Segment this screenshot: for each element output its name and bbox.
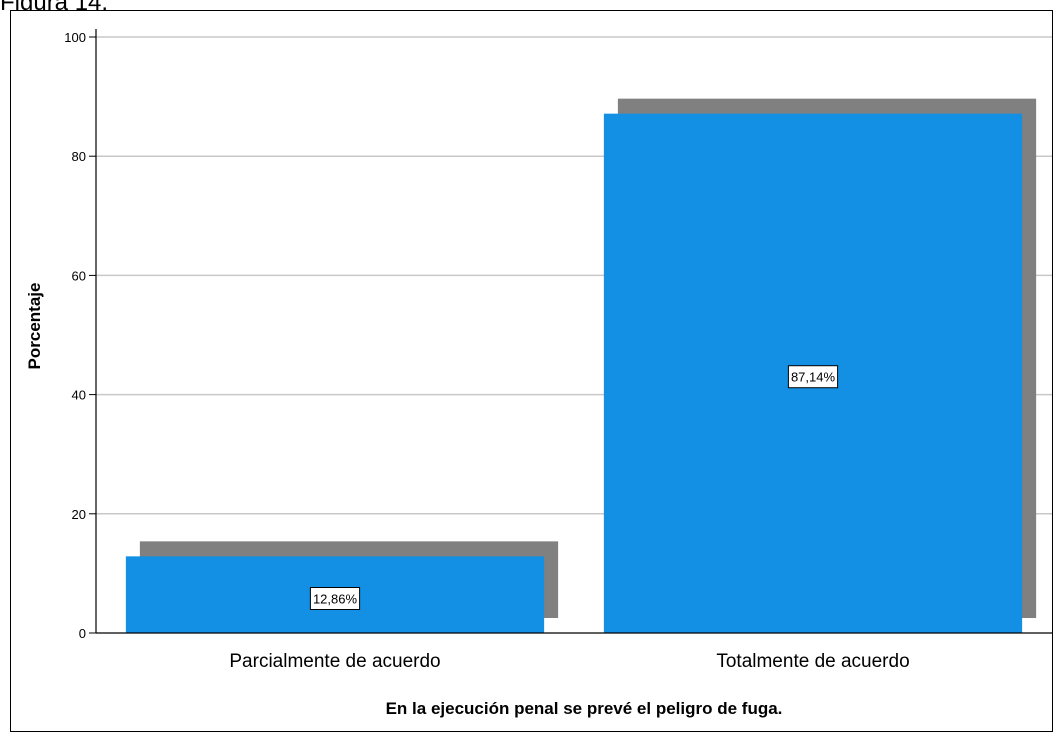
y-tick-label: 80 [72, 149, 86, 164]
x-category-labels: Parcialmente de acuerdo Totalmente de acu… [229, 651, 909, 672]
x-category-label: Totalmente de acuerdo [716, 651, 909, 672]
y-tick-label: 0 [79, 626, 86, 641]
y-axis-title: Porcentaje [25, 283, 44, 370]
y-tick-labels: 0 20 40 60 80 100 [64, 30, 96, 641]
data-label: 12,86% [313, 592, 358, 607]
data-label-box [787, 365, 839, 389]
x-axis-title: En la ejecución penal se prevé el peligr… [386, 699, 783, 718]
data-label: 87,14% [791, 370, 836, 385]
y-tick-label: 20 [72, 507, 86, 522]
y-tick-label: 100 [64, 30, 86, 45]
x-category-label: Parcialmente de acuerdo [229, 651, 440, 672]
data-label-box [309, 587, 361, 611]
bars: 12,86% 87,14% [125, 98, 1037, 633]
y-tick-label: 60 [72, 268, 86, 283]
y-tick-label: 40 [72, 388, 86, 403]
